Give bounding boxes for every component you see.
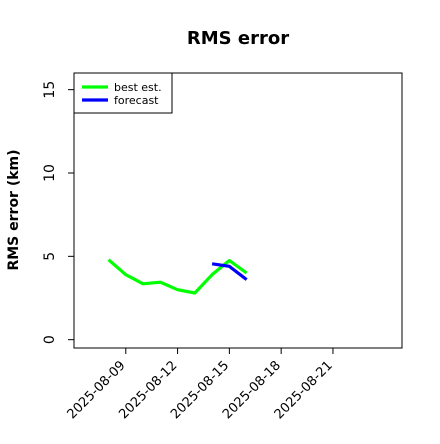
series-layer: [107, 258, 248, 295]
y-axis: 0 5 10 15: [42, 81, 74, 344]
legend: best est.forecast: [73, 72, 173, 114]
y-axis-label: RMS error (km): [6, 149, 22, 270]
chart-title: RMS error: [187, 28, 289, 49]
y-tick-label: 10: [42, 164, 58, 182]
y-tick-label: 5: [42, 252, 58, 261]
y-tick-label: 0: [42, 335, 58, 344]
series-line-1: [211, 262, 248, 281]
y-tick-label: 15: [42, 81, 58, 99]
legend-label-1: forecast: [114, 94, 159, 107]
legend-label-0: best est.: [114, 81, 162, 94]
legend-box: [73, 72, 173, 114]
x-axis: 2025-08-092025-08-122025-08-152025-08-18…: [65, 348, 336, 422]
plot-frame: [73, 72, 403, 349]
